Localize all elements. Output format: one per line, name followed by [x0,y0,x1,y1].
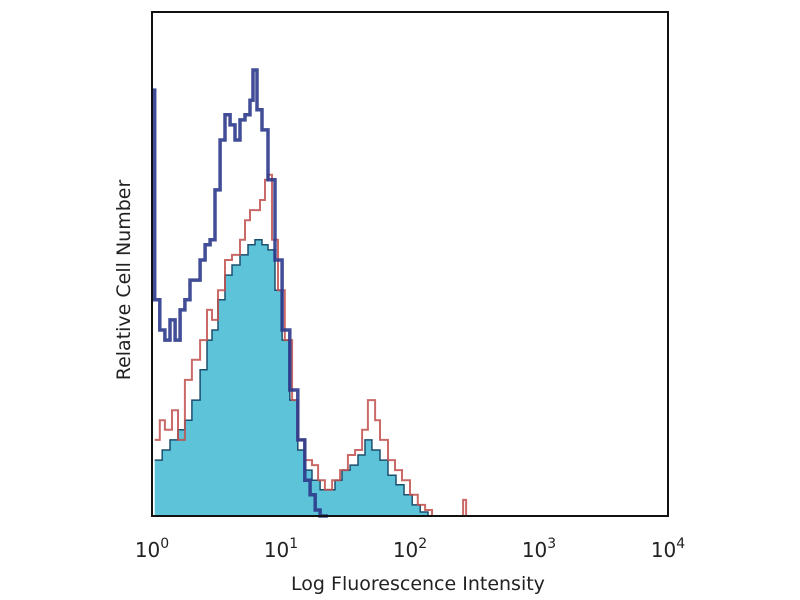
x-tick-labels: 100 101 102 103 104 [135,536,685,562]
x-tick-label: 101 [264,536,298,562]
x-tick-label: 100 [135,536,169,562]
x-tick-exponent: 3 [547,536,556,552]
x-tick-label: 104 [651,536,685,562]
series-1-line [154,173,468,517]
series-2-line [152,68,328,518]
series-0-fill [154,239,428,517]
y-axis-label: Relative Cell Number [113,180,135,381]
series-layer [152,68,468,518]
x-tick-base: 10 [393,538,418,562]
x-tick-label: 102 [393,536,427,562]
plot-frame [151,11,669,517]
x-tick-exponent: 0 [160,536,169,552]
x-tick-base: 10 [522,538,547,562]
x-axis-label: Log Fluorescence Intensity [291,573,545,595]
x-tick-exponent: 1 [289,536,298,552]
x-tick-base: 10 [651,538,676,562]
x-tick-base: 10 [135,538,160,562]
x-tick-exponent: 4 [676,536,685,552]
x-tick-label: 103 [522,536,556,562]
x-tick-exponent: 2 [418,536,427,552]
x-tick-base: 10 [264,538,289,562]
